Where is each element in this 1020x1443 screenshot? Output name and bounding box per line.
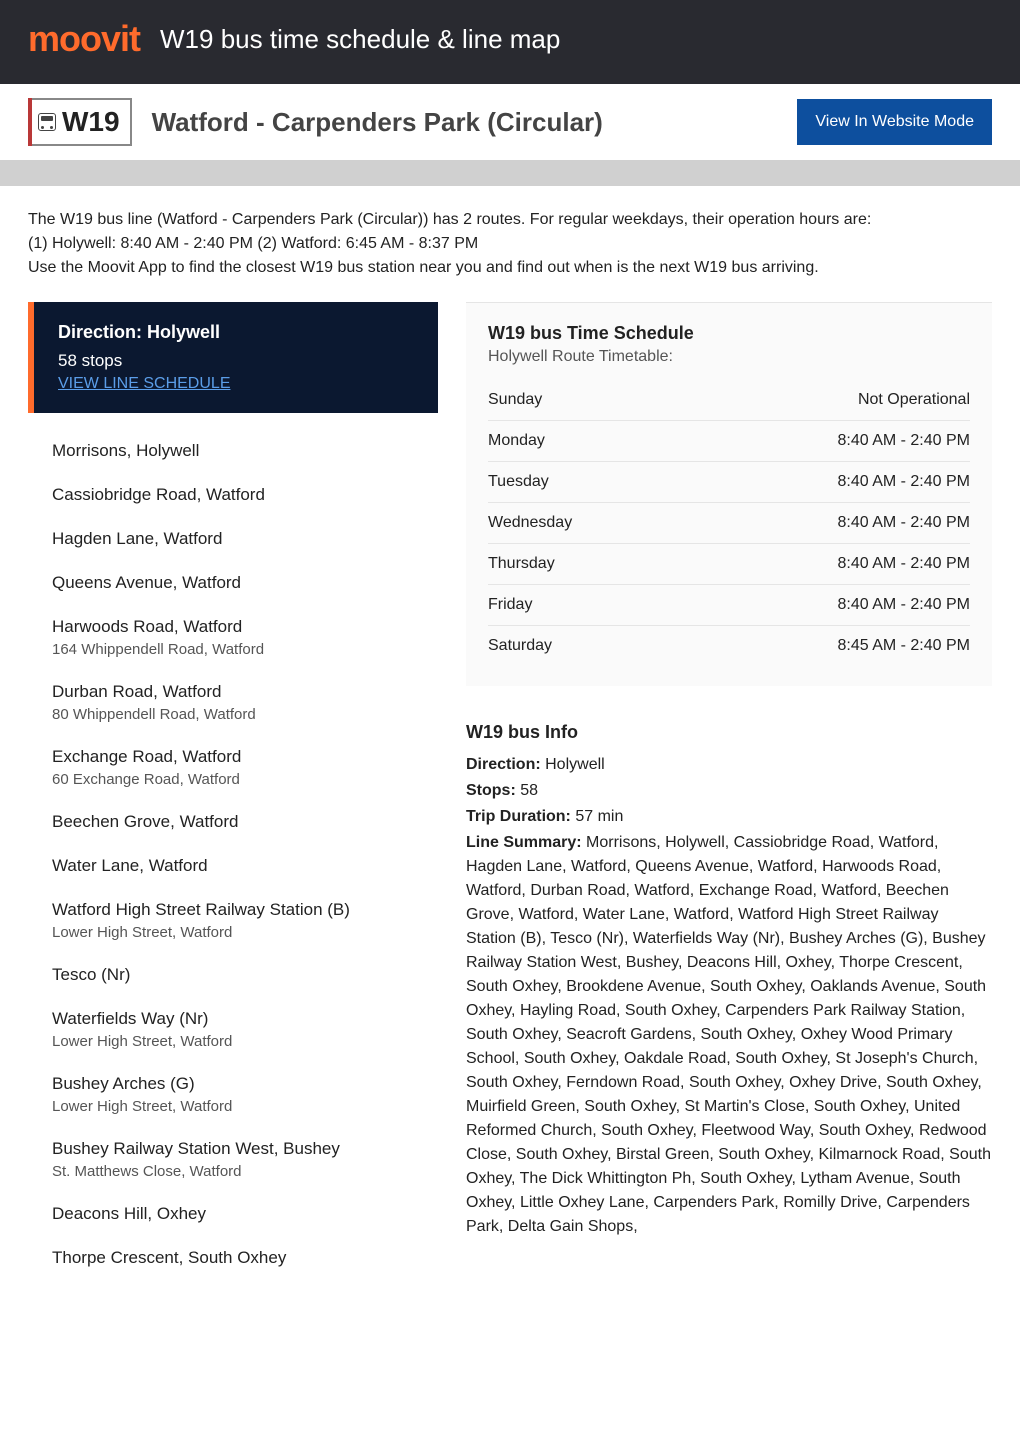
stop-sub: 164 Whippendell Road, Watford: [52, 641, 414, 658]
bus-icon: [38, 113, 56, 131]
schedule-hours: 8:45 AM - 2:40 PM: [675, 626, 970, 667]
page-title: W19 bus time schedule & line map: [160, 24, 560, 55]
info-stops-label: Stops:: [466, 782, 516, 799]
schedule-title: W19 bus Time Schedule: [488, 323, 970, 344]
stop-item: Water Lane, Watford: [52, 856, 414, 876]
schedule-table: SundayNot OperationalMonday8:40 AM - 2:4…: [488, 380, 970, 666]
schedule-row: SundayNot Operational: [488, 380, 970, 421]
stop-name: Water Lane, Watford: [52, 856, 414, 876]
info-duration: Trip Duration: 57 min: [466, 805, 992, 829]
info-direction-value: Holywell: [545, 756, 605, 773]
stop-name: Bushey Arches (G): [52, 1074, 414, 1094]
route-badge: W19: [28, 98, 132, 146]
schedule-hours: Not Operational: [675, 380, 970, 421]
schedule-hours: 8:40 AM - 2:40 PM: [675, 585, 970, 626]
top-header: moovit W19 bus time schedule & line map: [0, 0, 1020, 84]
left-column: Direction: Holywell 58 stops VIEW LINE S…: [28, 302, 438, 1292]
schedule-day: Saturday: [488, 626, 675, 667]
stop-item: Hagden Lane, Watford: [52, 529, 414, 549]
gray-band: [0, 160, 1020, 186]
intro-text: The W19 bus line (Watford - Carpenders P…: [0, 186, 1020, 302]
direction-label: Direction: Holywell: [58, 322, 414, 343]
schedule-subtitle: Holywell Route Timetable:: [488, 348, 970, 366]
schedule-day: Thursday: [488, 544, 675, 585]
info-summary-value: Morrisons, Holywell, Cassiobridge Road, …: [466, 834, 991, 1235]
stop-item: Deacons Hill, Oxhey: [52, 1204, 414, 1224]
schedule-row: Thursday8:40 AM - 2:40 PM: [488, 544, 970, 585]
stop-sub: St. Matthews Close, Watford: [52, 1163, 414, 1180]
route-header: W19 Watford - Carpenders Park (Circular)…: [0, 84, 1020, 160]
stop-name: Beechen Grove, Watford: [52, 812, 414, 832]
info-summary-label: Line Summary:: [466, 834, 582, 851]
info-duration-label: Trip Duration:: [466, 808, 571, 825]
stop-name: Harwoods Road, Watford: [52, 617, 414, 637]
route-badge-text: W19: [62, 106, 120, 138]
stop-sub: Lower High Street, Watford: [52, 1098, 414, 1115]
stop-item: Durban Road, Watford 80 Whippendell Road,…: [52, 682, 414, 723]
stop-name: Waterfields Way (Nr): [52, 1009, 414, 1029]
stop-sub: 80 Whippendell Road, Watford: [52, 706, 414, 723]
stop-name: Thorpe Crescent, South Oxhey: [52, 1248, 414, 1268]
stop-name: Deacons Hill, Oxhey: [52, 1204, 414, 1224]
info-direction: Direction: Holywell: [466, 753, 992, 777]
stop-sub: Lower High Street, Watford: [52, 1033, 414, 1050]
view-line-schedule-link[interactable]: VIEW LINE SCHEDULE: [58, 375, 230, 392]
schedule-row: Wednesday8:40 AM - 2:40 PM: [488, 503, 970, 544]
info-stops-value: 58: [520, 782, 538, 799]
stop-item: Tesco (Nr): [52, 965, 414, 985]
stop-name: Queens Avenue, Watford: [52, 573, 414, 593]
schedule-hours: 8:40 AM - 2:40 PM: [675, 462, 970, 503]
stop-item: Thorpe Crescent, South Oxhey: [52, 1248, 414, 1268]
info-direction-label: Direction:: [466, 756, 541, 773]
stop-item: Bushey Railway Station West, Bushey St. M…: [52, 1139, 414, 1180]
stop-name: Bushey Railway Station West, Bushey: [52, 1139, 414, 1159]
stop-item: Harwoods Road, Watford 164 Whippendell Ro…: [52, 617, 414, 658]
schedule-day: Friday: [488, 585, 675, 626]
logo: moovit: [28, 18, 140, 60]
stop-name: Watford High Street Railway Station (B): [52, 900, 414, 920]
info-summary: Line Summary: Morrisons, Holywell, Cassi…: [466, 831, 992, 1239]
schedule-hours: 8:40 AM - 2:40 PM: [675, 544, 970, 585]
direction-box: Direction: Holywell 58 stops VIEW LINE S…: [28, 302, 438, 413]
stop-name: Exchange Road, Watford: [52, 747, 414, 767]
schedule-day: Monday: [488, 421, 675, 462]
view-website-mode-button[interactable]: View In Website Mode: [797, 99, 992, 145]
stop-item: Exchange Road, Watford 60 Exchange Road, …: [52, 747, 414, 788]
info-title: W19 bus Info: [466, 722, 992, 743]
schedule-hours: 8:40 AM - 2:40 PM: [675, 421, 970, 462]
stop-item: Queens Avenue, Watford: [52, 573, 414, 593]
stop-item: Waterfields Way (Nr) Lower High Street, W…: [52, 1009, 414, 1050]
stop-name: Hagden Lane, Watford: [52, 529, 414, 549]
schedule-row: Monday8:40 AM - 2:40 PM: [488, 421, 970, 462]
stop-name: Cassiobridge Road, Watford: [52, 485, 414, 505]
schedule-hours: 8:40 AM - 2:40 PM: [675, 503, 970, 544]
route-header-section: W19 Watford - Carpenders Park (Circular)…: [0, 84, 1020, 186]
schedule-day: Tuesday: [488, 462, 675, 503]
stop-item: Beechen Grove, Watford: [52, 812, 414, 832]
logo-text: moovit: [28, 18, 140, 60]
schedule-row: Tuesday8:40 AM - 2:40 PM: [488, 462, 970, 503]
stop-name: Durban Road, Watford: [52, 682, 414, 702]
stops-count: 58 stops: [58, 351, 414, 371]
stop-item: Morrisons, Holywell: [52, 441, 414, 461]
route-name: Watford - Carpenders Park (Circular): [152, 107, 778, 138]
schedule-card: W19 bus Time Schedule Holywell Route Tim…: [466, 302, 992, 686]
stop-item: Cassiobridge Road, Watford: [52, 485, 414, 505]
stop-sub: Lower High Street, Watford: [52, 924, 414, 941]
stop-name: Morrisons, Holywell: [52, 441, 414, 461]
stop-name: Tesco (Nr): [52, 965, 414, 985]
stops-list: Morrisons, Holywell Cassiobridge Road, Wa…: [28, 413, 438, 1268]
stop-item: Watford High Street Railway Station (B) L…: [52, 900, 414, 941]
info-stops: Stops: 58: [466, 779, 992, 803]
schedule-row: Friday8:40 AM - 2:40 PM: [488, 585, 970, 626]
main-content: Direction: Holywell 58 stops VIEW LINE S…: [0, 302, 1020, 1320]
schedule-row: Saturday8:45 AM - 2:40 PM: [488, 626, 970, 667]
schedule-day: Sunday: [488, 380, 675, 421]
stop-sub: 60 Exchange Road, Watford: [52, 771, 414, 788]
right-column: W19 bus Time Schedule Holywell Route Tim…: [466, 302, 992, 1241]
stop-item: Bushey Arches (G) Lower High Street, Watf…: [52, 1074, 414, 1115]
schedule-day: Wednesday: [488, 503, 675, 544]
info-box: W19 bus Info Direction: Holywell Stops: …: [466, 722, 992, 1239]
info-duration-value: 57 min: [575, 808, 623, 825]
